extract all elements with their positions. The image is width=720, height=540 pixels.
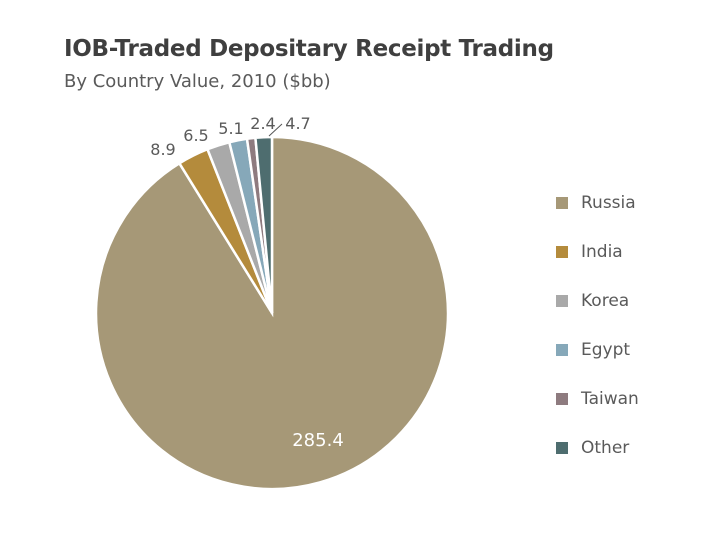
legend-item-india: India xyxy=(556,227,639,276)
legend-label-russia: Russia xyxy=(581,192,636,213)
data-label-other: 4.7 xyxy=(285,114,310,133)
leader-line-other xyxy=(268,123,283,137)
legend-swatch-taiwan xyxy=(556,392,568,405)
legend-item-taiwan: Taiwan xyxy=(556,374,639,423)
legend-label-taiwan: Taiwan xyxy=(581,388,639,409)
legend-swatch-egypt xyxy=(556,343,568,356)
legend-swatch-russia xyxy=(556,196,568,209)
legend-item-other: Other xyxy=(556,423,639,472)
legend-item-korea: Korea xyxy=(556,276,639,325)
legend: Russia India Korea Egypt Taiwan Other xyxy=(556,178,639,472)
legend-label-egypt: Egypt xyxy=(581,339,631,360)
data-label-korea: 6.5 xyxy=(183,126,208,145)
pie-slice-other xyxy=(254,135,274,314)
data-label-russia: 285.4 xyxy=(292,430,344,451)
legend-label-india: India xyxy=(581,241,623,262)
data-label-india: 8.9 xyxy=(150,140,175,159)
data-label-taiwan: 2.4 xyxy=(250,114,275,133)
data-label-egypt: 5.1 xyxy=(218,119,243,138)
legend-label-other: Other xyxy=(581,437,630,458)
legend-item-egypt: Egypt xyxy=(556,325,639,374)
chart-subtitle: By Country Value, 2010 ($bb) xyxy=(64,71,331,92)
legend-swatch-other xyxy=(556,441,568,454)
legend-label-korea: Korea xyxy=(581,290,630,311)
chart-title: IOB-Traded Depositary Receipt Trading xyxy=(64,36,554,62)
legend-swatch-india xyxy=(556,245,568,258)
legend-item-russia: Russia xyxy=(556,178,639,227)
legend-swatch-korea xyxy=(556,294,568,307)
